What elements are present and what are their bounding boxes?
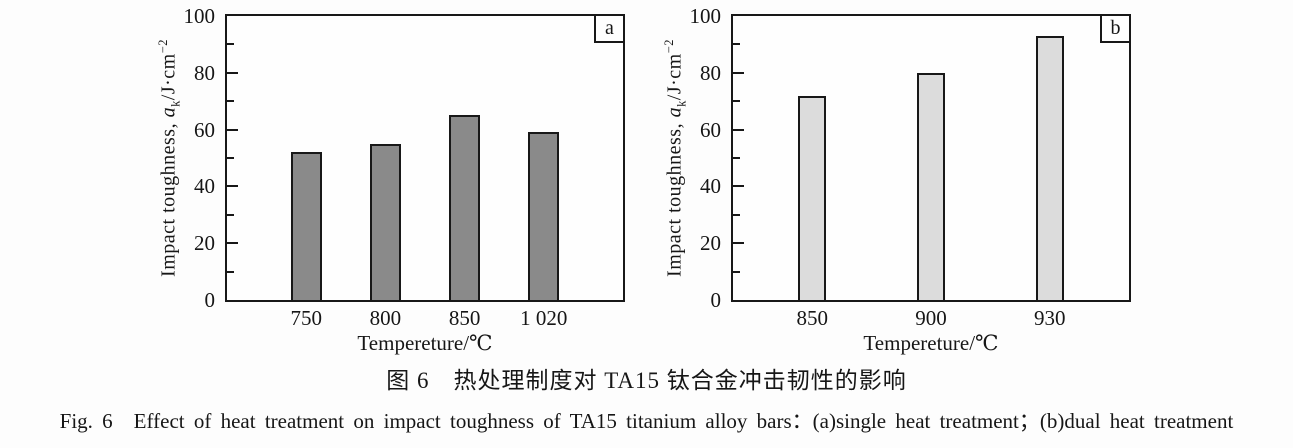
y-axis-title-part: k xyxy=(674,100,689,107)
y-tick-label: 0 xyxy=(710,288,722,312)
y-minor-tick xyxy=(227,213,234,216)
y-major-tick xyxy=(227,185,238,188)
chart-b-plot-area: b xyxy=(731,14,1131,302)
x-axis-title: Tempereture/℃ xyxy=(357,331,493,355)
y-axis-title: Impact toughness, ak/J·cm−2 xyxy=(150,0,183,328)
panel-label-b: b xyxy=(1100,14,1131,43)
y-axis-title-part: Impact toughness, xyxy=(157,117,180,277)
bar-930 xyxy=(1035,36,1064,300)
y-major-tick xyxy=(733,128,744,131)
y-tick-label: 0 xyxy=(204,288,216,312)
y-major-tick xyxy=(227,71,238,74)
x-tick-label: 850 xyxy=(796,306,828,330)
y-major-tick xyxy=(733,71,744,74)
y-axis-title-part: Impact toughness, xyxy=(663,117,686,277)
y-major-tick xyxy=(227,242,238,245)
y-tick-label: 100 xyxy=(689,4,722,28)
y-axis-title-part: /J·cm xyxy=(157,53,180,101)
bar-850 xyxy=(449,115,481,300)
y-major-tick xyxy=(733,242,744,245)
bar-900 xyxy=(917,73,945,300)
bar-1 020 xyxy=(528,132,560,300)
y-tick-label: 20 xyxy=(194,231,215,256)
x-axis-title: Tempereture/℃ xyxy=(863,331,999,355)
bar-750 xyxy=(290,152,322,300)
y-minor-tick xyxy=(227,43,234,46)
y-minor-tick xyxy=(733,157,740,159)
x-tick-label: 750 xyxy=(290,306,322,330)
y-axis-title-part: /J·cm xyxy=(663,53,686,101)
x-tick-label: 800 xyxy=(369,306,402,330)
y-tick-label: 40 xyxy=(700,174,721,199)
y-axis-title-part: a xyxy=(663,106,686,118)
chart-a-plot-area: a xyxy=(225,14,625,302)
x-tick-label: 850 xyxy=(448,306,481,330)
y-tick-label: 100 xyxy=(183,4,216,28)
x-tick-label: 930 xyxy=(1034,306,1066,330)
y-tick-label: 20 xyxy=(700,231,721,256)
y-tick-label: 80 xyxy=(194,60,215,85)
y-major-tick xyxy=(733,185,744,188)
y-minor-tick xyxy=(733,270,740,273)
panel-label-a: a xyxy=(594,14,625,43)
y-minor-tick xyxy=(733,100,740,103)
y-tick-label: 60 xyxy=(700,117,721,142)
y-minor-tick xyxy=(227,157,234,159)
y-tick-label: 40 xyxy=(194,174,215,199)
y-tick-label: 80 xyxy=(700,60,721,85)
y-minor-tick xyxy=(733,43,740,46)
y-minor-tick xyxy=(227,270,234,273)
y-axis-title-part: a xyxy=(157,106,180,118)
y-tick-label: 60 xyxy=(194,117,215,142)
y-axis-title-part: −2 xyxy=(156,39,170,54)
bar-850 xyxy=(798,96,827,300)
x-tick-label: 900 xyxy=(915,306,947,330)
y-axis-title-part: k xyxy=(168,100,183,107)
y-minor-tick xyxy=(227,100,234,103)
y-axis-title-part: −2 xyxy=(662,39,676,54)
y-major-tick xyxy=(227,128,238,131)
y-axis-title: Impact toughness, ak/J·cm−2 xyxy=(656,0,689,328)
x-tick-label: 1 020 xyxy=(520,306,568,330)
figure-caption-chinese: 图 6 热处理制度对 TA15 钛合金冲击韧性的影响 xyxy=(386,368,907,393)
y-minor-tick xyxy=(733,213,740,216)
bar-800 xyxy=(369,144,401,300)
figure-caption-english: Fig. 6 Effect of heat treatment on impac… xyxy=(59,409,1234,433)
